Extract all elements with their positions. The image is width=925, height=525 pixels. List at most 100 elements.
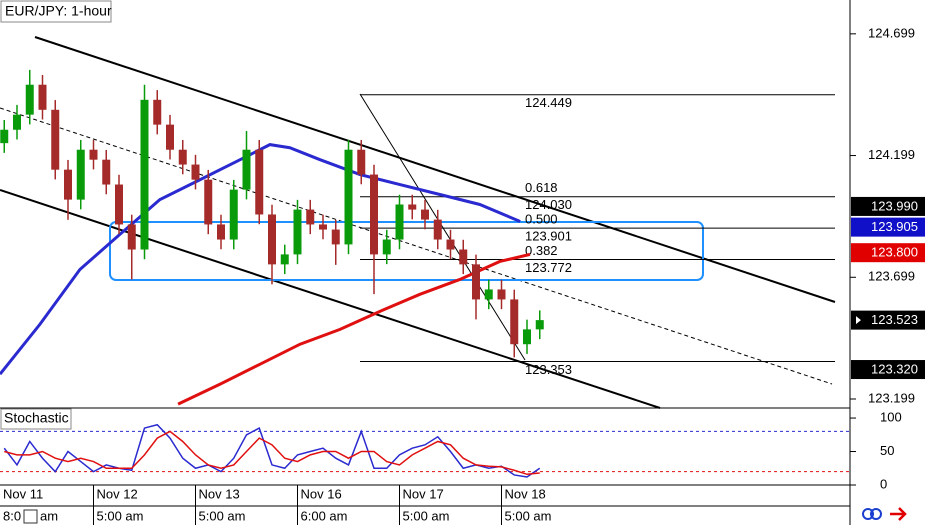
candle-body <box>51 109 60 170</box>
y-tick-label: 123.699 <box>868 269 915 284</box>
last-price-pointer <box>856 316 861 325</box>
candle-body <box>25 84 34 115</box>
candle-body <box>64 169 72 200</box>
candle-body <box>293 209 302 255</box>
fib-price-label: 123.772 <box>525 260 572 275</box>
fib-diagonal <box>359 93 526 361</box>
candle-body <box>153 99 162 125</box>
price-marker-label: 123.800 <box>871 245 918 260</box>
candle-body <box>191 164 200 180</box>
candle-body <box>535 320 544 330</box>
range-box <box>109 221 704 281</box>
y-tick-label: 123.199 <box>868 390 915 405</box>
candle-body <box>523 329 531 345</box>
y-tick-label: 124.699 <box>868 25 915 40</box>
x-tick-label: Nov 16 <box>301 486 342 501</box>
x-tick-label: Nov 12 <box>97 486 138 501</box>
indicator-line <box>4 430 540 476</box>
x-tick-label: Nov 17 <box>403 486 444 501</box>
indicator-title: Stochastic <box>4 410 69 426</box>
price-marker-label: 123.320 <box>871 361 918 376</box>
candle-body <box>319 224 327 230</box>
time-marker-box <box>23 509 38 524</box>
link-icons[interactable] <box>862 507 907 521</box>
x-time-label: 5:00 am <box>199 508 246 523</box>
candle-body <box>204 179 213 225</box>
candle-body <box>229 189 238 240</box>
candle-body <box>280 254 289 265</box>
candle-body <box>306 209 315 225</box>
indicator-line <box>3 423 541 478</box>
candle-body <box>76 149 85 200</box>
candle-body <box>370 174 378 255</box>
candle-body <box>459 249 468 265</box>
fib-price-label: 123.353 <box>525 362 572 377</box>
price-marker <box>851 243 925 263</box>
fib-price-label: 124.449 <box>525 95 572 110</box>
y-tick-label: 0 <box>880 476 887 491</box>
candle-body <box>344 149 353 245</box>
trend-channel <box>0 36 836 409</box>
price-marker <box>851 310 925 330</box>
candle-body <box>421 209 429 220</box>
x-time-label: 6:00 am <box>301 508 348 523</box>
candle-body <box>13 114 21 130</box>
plot: 124.449 124.030 0.618 123.901 0.500 123.772 0.… <box>0 69 850 478</box>
fib-ratio-label: 0.500 <box>525 212 558 227</box>
x-tick-label: Nov 11 <box>3 486 43 501</box>
price-marker-label: 123.523 <box>871 312 918 327</box>
y-tick-label: 124.199 <box>868 147 915 162</box>
title-box <box>0 0 112 23</box>
price-marker <box>851 196 925 216</box>
candle-body <box>510 299 519 345</box>
x-time-label: 5:00 am <box>403 508 450 523</box>
x-time-label: 5:00 am <box>505 508 552 523</box>
link-icon[interactable] <box>862 508 874 520</box>
candle-body <box>484 289 493 300</box>
candle-body <box>446 239 455 250</box>
fib-price-label: 123.901 <box>525 229 572 244</box>
x-tick-label: Nov 13 <box>199 486 240 501</box>
candle-body <box>497 289 506 300</box>
fib-ratio-label: 0.618 <box>525 180 558 195</box>
candle-body <box>395 204 404 240</box>
go-icon[interactable] <box>890 507 907 521</box>
candle-body <box>166 124 174 150</box>
price-marker-label: 123.905 <box>871 219 918 234</box>
candle-body <box>127 224 136 250</box>
x-time-label: 5:00 am <box>97 508 144 523</box>
candle-body <box>255 149 264 215</box>
price-marker-label: 123.990 <box>871 198 918 213</box>
candle-body <box>242 149 251 190</box>
x-tick-label: Nov 18 <box>505 486 546 501</box>
candle-body <box>38 84 47 110</box>
chart-title: EUR/JPY: 1-hour <box>5 3 112 19</box>
candle-body <box>268 214 276 265</box>
candle-body <box>433 219 442 240</box>
candle-body <box>115 184 123 225</box>
candle-body <box>472 264 480 300</box>
candle-body <box>0 129 9 144</box>
candle-body <box>408 204 417 210</box>
candle-body <box>331 229 340 245</box>
fib-ratio-label: 0.382 <box>525 243 558 258</box>
candle-body <box>178 149 187 165</box>
y-tick-label: 100 <box>880 409 902 424</box>
link-icon[interactable] <box>870 508 882 520</box>
price-marker <box>851 360 925 380</box>
candle-body <box>102 159 111 185</box>
candle-body <box>357 149 366 175</box>
y-tick-label: 50 <box>880 443 894 458</box>
candle-body <box>217 224 225 240</box>
indicator-title-box <box>0 408 72 430</box>
candle-body <box>89 149 98 160</box>
fib-price-label: 124.030 <box>525 197 572 212</box>
candle-body <box>382 239 391 255</box>
x-time-label: am <box>40 508 58 523</box>
candle-body <box>140 99 149 250</box>
channel-middle <box>0 107 833 385</box>
price-marker <box>851 217 925 237</box>
moving-average <box>0 143 521 376</box>
x-time-label: 8:0 <box>3 508 21 523</box>
